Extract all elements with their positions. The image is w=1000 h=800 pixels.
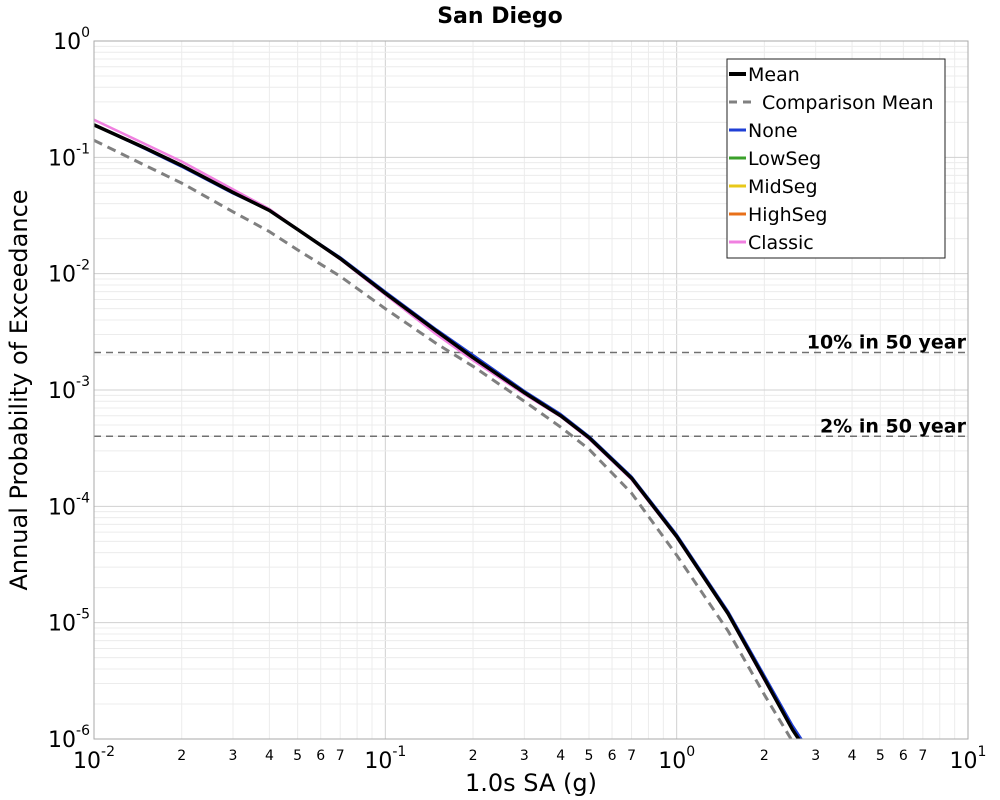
- x-minor-tick-label: 5: [293, 748, 302, 764]
- grid: [93, 41, 968, 740]
- x-minor-tick-label: 4: [848, 748, 857, 764]
- chart-title: San Diego: [437, 4, 563, 29]
- legend-label: None: [748, 120, 798, 142]
- x-minor-tick-label: 3: [811, 748, 820, 764]
- series-line-mean: [94, 123, 801, 739]
- y-axis-label: Annual Probability of Exceedance: [5, 189, 33, 590]
- legend-label: Mean: [748, 64, 800, 86]
- series-line-comparison-mean: [94, 138, 793, 739]
- x-minor-tick-label: 3: [229, 748, 238, 764]
- x-minor-tick-label: 4: [265, 748, 274, 764]
- plot-frame: [93, 40, 969, 740]
- y-tick-label: 10-1: [48, 141, 90, 171]
- x-minor-tick-label: 7: [627, 748, 636, 764]
- x-minor-tick-label: 2: [469, 748, 478, 764]
- x-minor-tick-label: 7: [336, 748, 345, 764]
- reference-lines: 10% in 50 year 2% in 50 year: [94, 332, 968, 437]
- x-axis-label: 1.0s SA (g): [465, 769, 597, 797]
- legend-box: [726, 58, 946, 259]
- legend-label: Classic: [748, 232, 814, 254]
- legend: Mean Comparison Mean None LowSeg MidSeg HighS…: [726, 58, 946, 259]
- x-minor-tick-label: 3: [520, 748, 529, 764]
- series-lines: [94, 118, 803, 739]
- reference-label-0: 10% in 50 year: [807, 332, 967, 354]
- legend-label: HighSeg: [748, 204, 827, 226]
- x-minor-tick-label: 6: [316, 748, 325, 764]
- legend-label: Comparison Mean: [762, 92, 934, 114]
- x-minor-tick-label: 5: [585, 748, 594, 764]
- x-minor-tick-label: 6: [899, 748, 908, 764]
- x-minor-tick-label: 2: [760, 748, 769, 764]
- x-minor-tick-label: 6: [608, 748, 617, 764]
- x-tick-label: 10-2: [73, 744, 115, 774]
- x-minor-tick-label: 7: [918, 748, 927, 764]
- x-minor-tick-label: 5: [876, 748, 885, 764]
- reference-label-1: 2% in 50 year: [820, 415, 967, 437]
- legend-label: MidSeg: [748, 176, 818, 198]
- legend-label: LowSeg: [748, 148, 821, 170]
- x-minor-tick-label: 4: [556, 748, 565, 764]
- x-minor-tick-label: 2: [177, 748, 186, 764]
